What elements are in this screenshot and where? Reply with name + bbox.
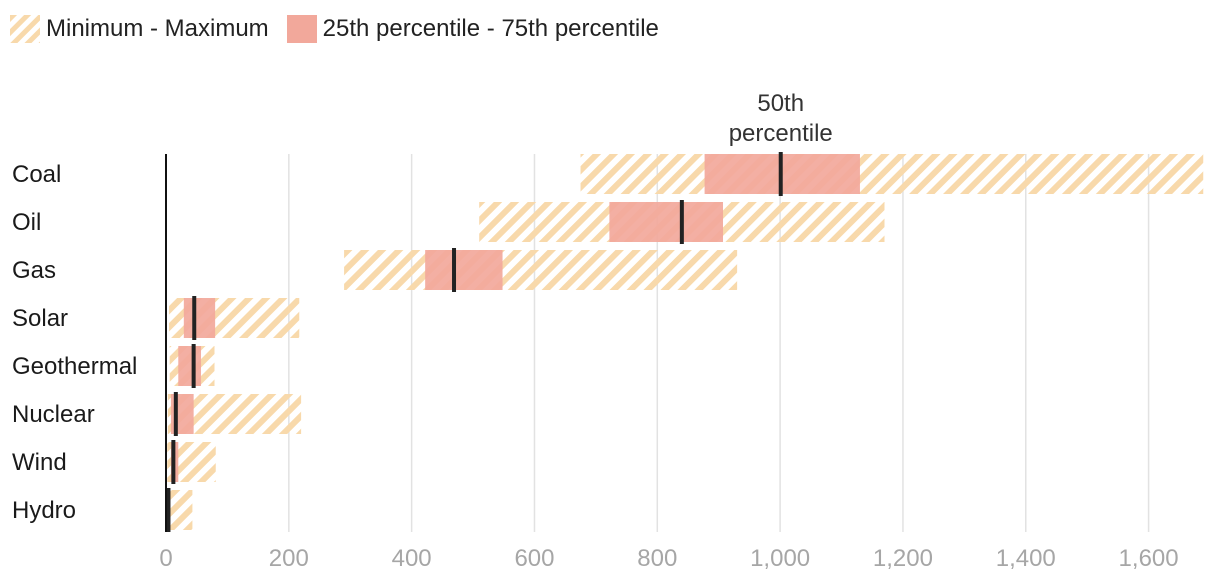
legend: Minimum - Maximum 25th percentile - 75th… bbox=[10, 12, 677, 46]
x-tick-label: 1,000 bbox=[750, 545, 810, 572]
x-tick-label: 1,200 bbox=[873, 545, 933, 572]
category-label-coal: Coal bbox=[12, 161, 61, 188]
x-tick-label: 1,400 bbox=[996, 545, 1056, 572]
x-tick-label: 600 bbox=[514, 545, 554, 572]
x-tick-label: 0 bbox=[159, 545, 172, 572]
category-label-oil: Oil bbox=[12, 209, 41, 236]
iqr-bar-oil bbox=[609, 202, 724, 242]
category-label-gas: Gas bbox=[12, 257, 56, 284]
legend-swatch-iqr bbox=[286, 15, 317, 43]
legend-item-iqr: 25th percentile - 75th percentile bbox=[286, 15, 659, 43]
range-bar-coal bbox=[580, 154, 1204, 194]
category-label-wind: Wind bbox=[12, 449, 67, 476]
median-annotation-line2: percentile bbox=[729, 120, 833, 147]
category-label-nuclear: Nuclear bbox=[12, 401, 95, 428]
category-label-solar: Solar bbox=[12, 305, 68, 332]
x-tick-label: 200 bbox=[269, 545, 309, 572]
category-label-geothermal: Geothermal bbox=[12, 353, 137, 380]
iqr-bar-solar bbox=[183, 298, 216, 338]
median-annotation-line1: 50th bbox=[757, 90, 804, 117]
category-label-hydro: Hydro bbox=[12, 497, 76, 524]
legend-item-range: Minimum - Maximum bbox=[10, 15, 269, 43]
legend-label-range: Minimum - Maximum bbox=[46, 15, 269, 42]
range-bar-gas bbox=[344, 250, 738, 290]
x-tick-label: 400 bbox=[392, 545, 432, 572]
range-bar-hydro bbox=[166, 490, 193, 530]
legend-label-iqr: 25th percentile - 75th percentile bbox=[322, 15, 659, 42]
iqr-bar-gas bbox=[425, 250, 503, 290]
x-tick-label: 1,600 bbox=[1119, 545, 1179, 572]
iqr-bar-geothermal bbox=[178, 346, 202, 386]
legend-swatch-range bbox=[10, 15, 40, 43]
x-tick-label: 800 bbox=[637, 545, 677, 572]
